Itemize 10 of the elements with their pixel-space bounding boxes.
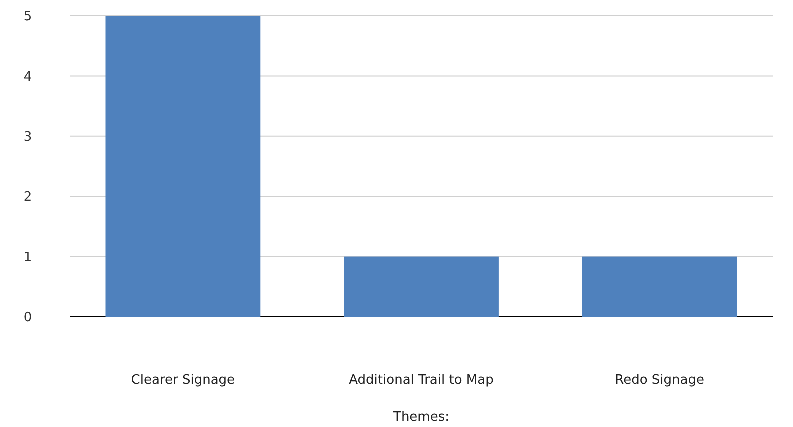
x-tick-label: Clearer Signage (131, 373, 236, 388)
x-tick-label: Additional Trail to Map (349, 373, 494, 388)
y-tick-label: 2 (24, 190, 32, 206)
y-tick-label: 0 (24, 310, 32, 326)
x-axis-title: Themes: (392, 410, 450, 425)
y-tick-label: 3 (24, 130, 32, 145)
x-tick-label: Redo Signage (615, 373, 704, 388)
y-tick-label: 5 (24, 10, 32, 25)
y-tick-label: 4 (24, 70, 32, 85)
y-tick-label: 1 (24, 250, 32, 266)
